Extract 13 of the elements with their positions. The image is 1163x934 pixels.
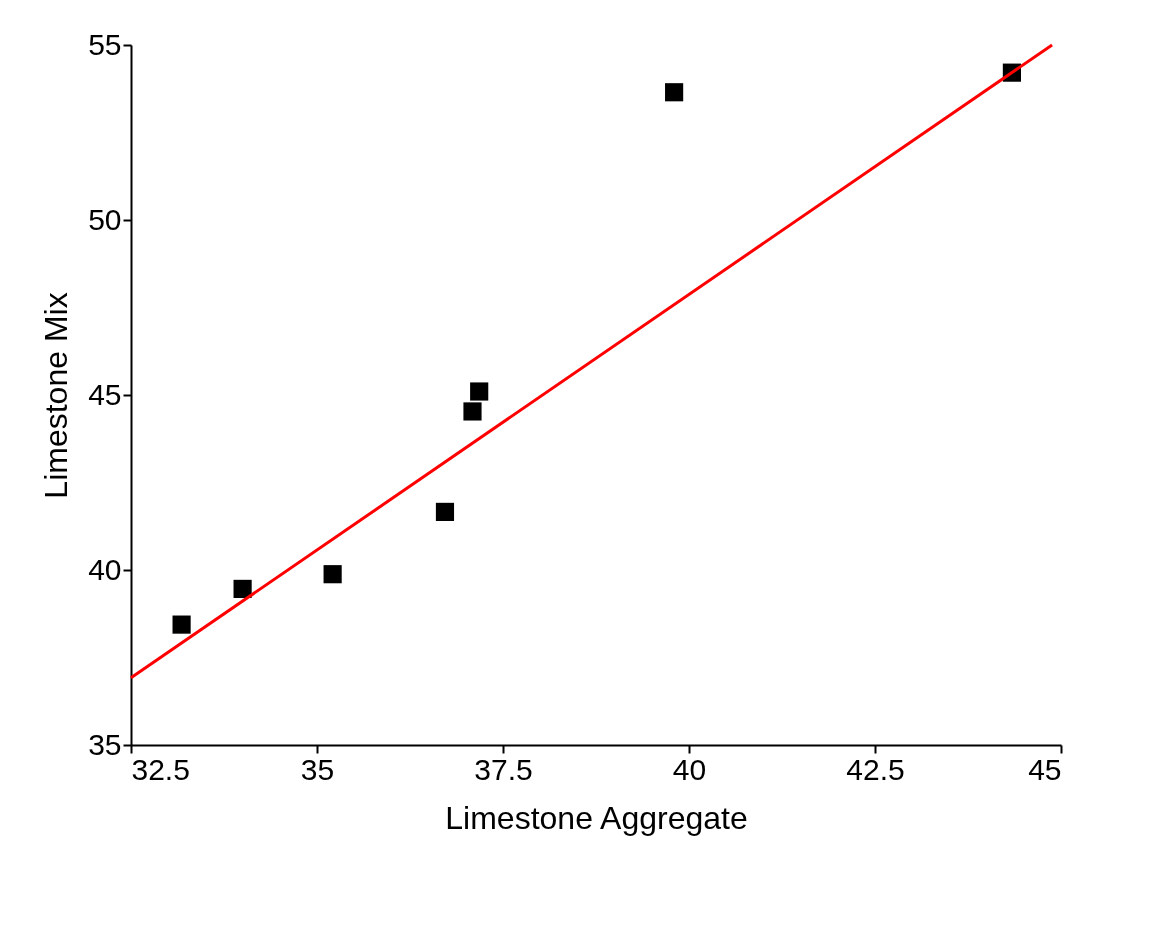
y-tick-label: 55 bbox=[88, 27, 122, 61]
y-tick-label: 50 bbox=[88, 202, 122, 236]
x-tick-label: 37.5 bbox=[474, 752, 533, 786]
y-axis-title: Limestone Mix bbox=[38, 292, 75, 499]
x-tick-label: 32.5 bbox=[131, 752, 190, 786]
x-tick-label: 42.5 bbox=[846, 752, 905, 786]
y-tick-label: 45 bbox=[88, 377, 122, 411]
y-tick-label: 40 bbox=[88, 552, 122, 586]
x-tick-label: 40 bbox=[672, 752, 707, 786]
x-tick-label: 45 bbox=[1028, 752, 1062, 786]
x-axis-title: Limestone Aggregate bbox=[445, 799, 748, 836]
y-tick-label: 35 bbox=[88, 727, 122, 761]
x-tick-label: 35 bbox=[300, 752, 335, 786]
